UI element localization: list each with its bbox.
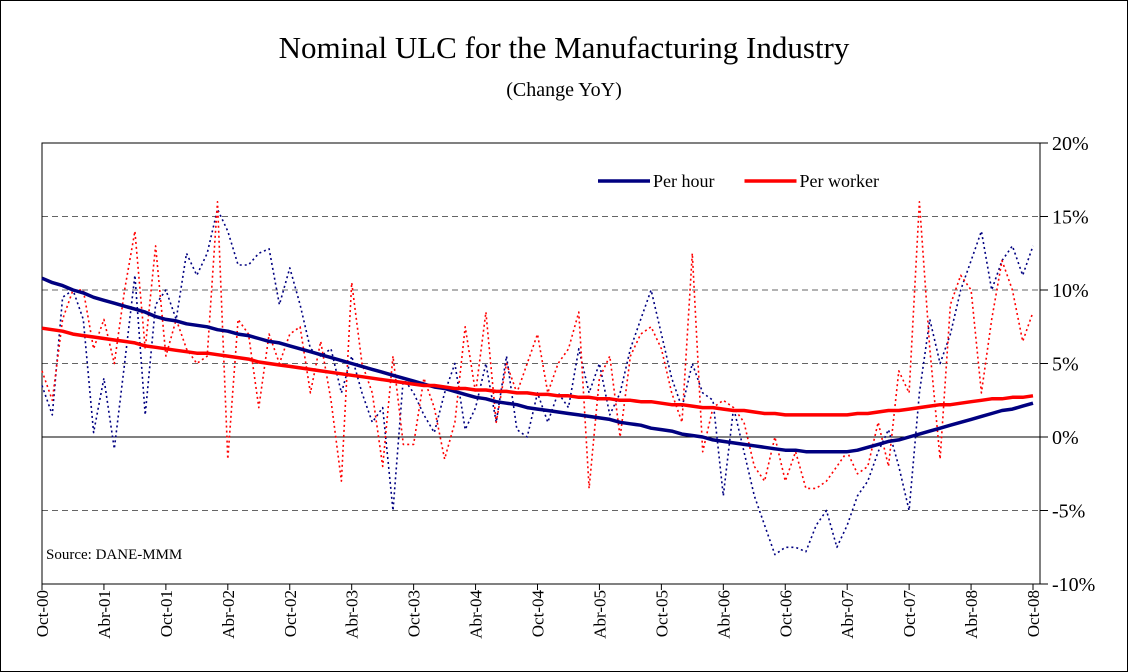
y-tick-label: -5% <box>1052 501 1085 523</box>
x-tick-label: Oct-06 <box>776 590 795 637</box>
x-tick-label: Abr-06 <box>714 590 733 639</box>
x-tick-label: Oct-04 <box>529 590 548 638</box>
x-tick-label: Abr-01 <box>95 590 114 639</box>
x-tick-label: Abr-03 <box>343 590 362 639</box>
x-tick-label: Abr-05 <box>590 590 609 639</box>
chart-title: Nominal ULC for the Manufacturing Indust… <box>279 30 850 65</box>
x-tick-label: Abr-04 <box>467 590 486 639</box>
dotted-series-line <box>41 201 1034 490</box>
x-tick-label: Oct-05 <box>652 590 671 637</box>
series-line <box>41 326 1034 417</box>
legend-label: Per hour <box>653 171 715 191</box>
x-tick-label: Oct-03 <box>405 590 424 637</box>
x-tick-label: Abr-08 <box>962 590 981 639</box>
source-note: Source: DANE-MMM <box>46 547 182 563</box>
x-tick-label: Oct-02 <box>281 590 300 637</box>
y-tick-label: 5% <box>1052 354 1079 376</box>
series-line <box>41 276 1034 454</box>
y-tick-label: -10% <box>1052 574 1095 596</box>
y-tick-label: 15% <box>1052 207 1089 229</box>
x-tick-label: Abr-02 <box>219 590 238 639</box>
legend-label: Per worker <box>800 171 879 191</box>
y-tick-label: 20% <box>1052 133 1089 155</box>
chart-subtitle: (Change YoY) <box>506 79 622 101</box>
x-tick-label: Oct-07 <box>900 590 919 638</box>
y-tick-label: 0% <box>1052 427 1079 449</box>
x-tick-label: Oct-01 <box>157 590 176 637</box>
x-tick-label: Oct-00 <box>33 590 52 637</box>
y-tick-label: 10% <box>1052 280 1089 302</box>
x-tick-label: Abr-07 <box>838 590 857 639</box>
x-tick-label: Oct-08 <box>1024 590 1043 637</box>
